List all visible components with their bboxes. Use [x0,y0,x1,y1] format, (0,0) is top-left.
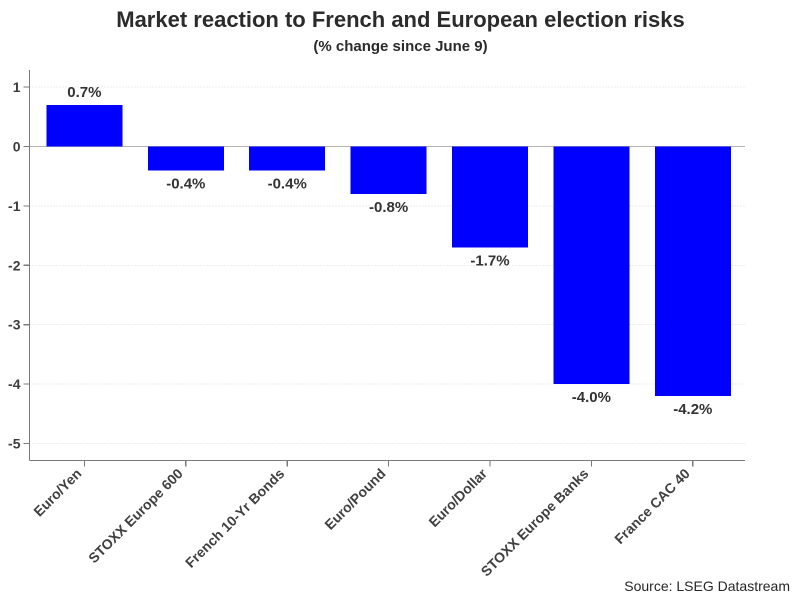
chart-subtitle: (% change since June 9) [313,38,488,55]
value-label: -4.2% [673,401,712,418]
bar [46,104,123,147]
y-tick-label: 1 [13,79,21,95]
bar [452,146,528,248]
value-label: -0.4% [166,175,205,192]
value-label: 0.7% [67,84,101,101]
category-label: France CAC 40 [611,465,693,547]
bar [249,146,326,171]
bar [654,146,731,396]
y-tick-label: 0 [13,139,21,155]
value-label: -4.0% [572,389,611,406]
category-label: Euro/Pound [321,465,388,532]
value-label: -0.8% [369,199,408,216]
category-label: STOXX Europe 600 [85,465,186,566]
chart-title: Market reaction to French and European e… [116,7,685,32]
category-label: Euro/Yen [30,465,84,519]
value-label: -1.7% [470,252,509,269]
category-label: Euro/Dollar [425,465,490,530]
source-credit: Source: LSEG Datastream [624,578,790,594]
y-tick-label: -4 [8,376,21,392]
y-tick-label: -5 [8,436,21,452]
category-label: STOXX Europe Banks [478,465,592,579]
y-tick-label: -2 [8,257,21,273]
y-tick-label: -1 [8,198,21,214]
value-label: -0.4% [268,175,307,192]
category-label: French 10-Yr Bonds [182,465,288,571]
bar [553,146,630,385]
y-tick-label: -3 [8,317,21,333]
bar [147,146,224,171]
bar [350,146,427,195]
